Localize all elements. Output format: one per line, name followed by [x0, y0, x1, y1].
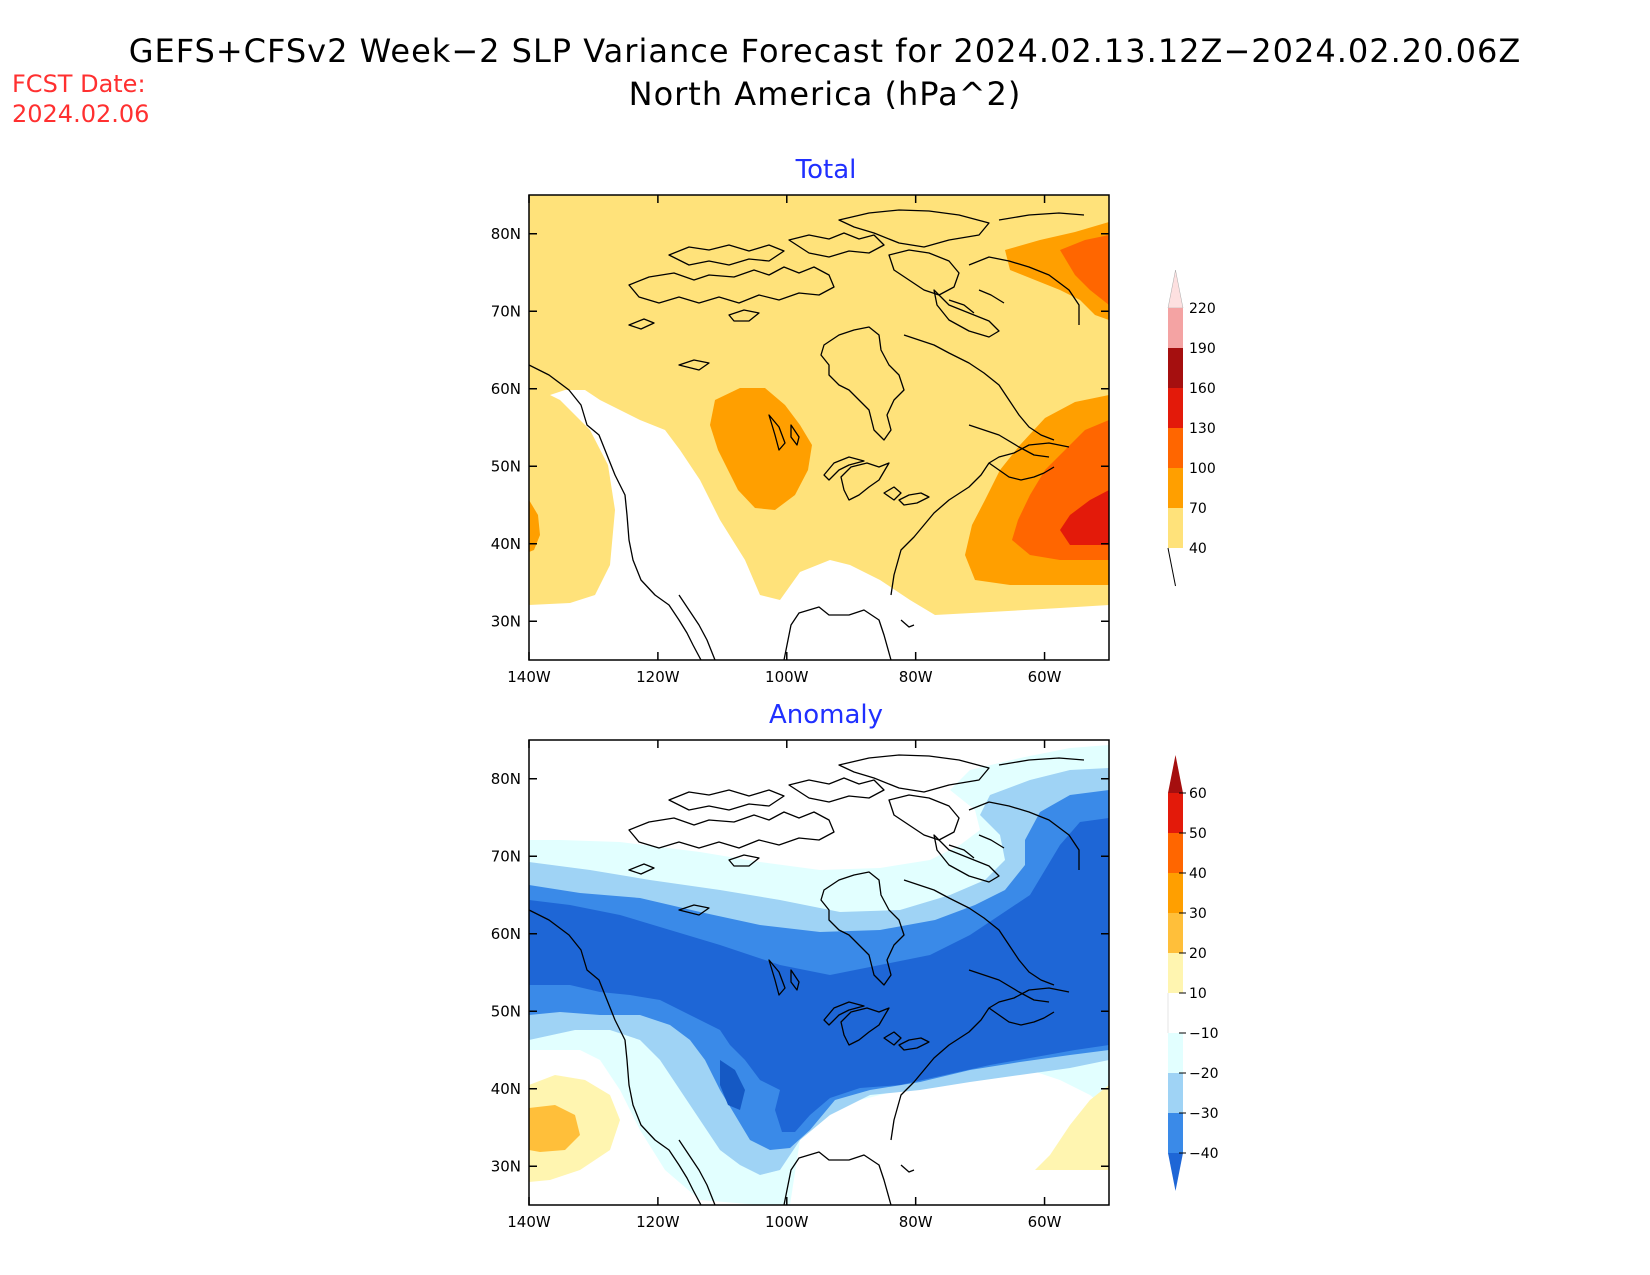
colorbar-label: 130	[1189, 421, 1216, 437]
main-title: GEFS+CFSv2 Week−2 SLP Variance Forecast …	[129, 32, 1522, 70]
contour-total-70-west	[529, 500, 540, 552]
colorbar-segment	[1168, 508, 1183, 548]
contour-total-100-greenland	[1060, 235, 1109, 305]
colorbar-label: 160	[1189, 381, 1216, 397]
colorbar-total: 220 190 160 130 100 70 40	[1167, 269, 1216, 587]
lon-tick-label: 80W	[899, 1213, 933, 1231]
colorbar-segment	[1168, 428, 1183, 468]
colorbar-segment	[1168, 913, 1183, 953]
lat-tick-label: 70N	[491, 302, 521, 320]
colorbar-segment	[1168, 308, 1183, 348]
colorbar-label: −40	[1189, 1146, 1219, 1162]
panel-title-anomaly: Anomaly	[769, 700, 883, 730]
colorbar-segment	[1168, 833, 1183, 873]
lat-tick-label: 40N	[491, 1080, 521, 1098]
colorbar-segment	[1168, 953, 1183, 993]
colorbar-bottom-arrow	[1168, 1153, 1183, 1191]
lon-tick-label: 120W	[636, 1213, 680, 1231]
map-frame-anomaly	[528, 739, 1110, 1206]
map-total	[529, 195, 1109, 660]
lat-tick-label: 80N	[491, 770, 521, 788]
lon-tick-label: 140W	[507, 1213, 551, 1231]
colorbar-bottom-arrow	[1167, 547, 1176, 587]
fcst-date-value: 2024.02.06	[12, 100, 149, 128]
colorbar-segment	[1168, 348, 1183, 388]
lon-tick-label: 60W	[1028, 668, 1062, 686]
colorbar-segment	[1168, 1033, 1183, 1073]
colorbar-label: 220	[1189, 301, 1216, 317]
colorbar-label: 50	[1189, 826, 1207, 842]
colorbar-label: 20	[1189, 946, 1207, 962]
lon-tick-label: 120W	[636, 668, 680, 686]
colorbar-segment	[1168, 873, 1183, 913]
panel-title-total: Total	[795, 155, 857, 185]
contour-anomaly-p10-east	[1035, 1085, 1109, 1170]
colorbar-label: 30	[1189, 906, 1207, 922]
colorbar-top-arrow	[1167, 269, 1184, 309]
colorbar-segment	[1168, 468, 1183, 508]
colorbar-label: 40	[1189, 866, 1207, 882]
colorbar-label: 190	[1189, 341, 1216, 357]
colorbar-segment	[1168, 1113, 1183, 1153]
colorbar-segment	[1168, 993, 1183, 1033]
colorbar-label: 100	[1189, 461, 1216, 477]
map-frame-total	[528, 194, 1110, 661]
contour-anomaly-core	[720, 1060, 745, 1110]
contour-anomaly-m40	[529, 818, 1109, 1132]
colorbar-segment	[1168, 1073, 1183, 1113]
lat-tick-label: 40N	[491, 535, 521, 553]
lon-tick-label: 100W	[765, 668, 809, 686]
lon-tick-label: 100W	[765, 1213, 809, 1231]
colorbar-label: 10	[1189, 986, 1207, 1002]
lon-ticks-total: 140W 120W 100W 80W 60W	[507, 195, 1062, 686]
colorbar-segment	[1168, 388, 1183, 428]
lat-ticks-total: 80N 70N 60N 50N 40N 30N	[491, 225, 1109, 630]
lat-tick-label: 70N	[491, 847, 521, 865]
contour-total-70-central	[710, 388, 812, 510]
lon-tick-label: 60W	[1028, 1213, 1062, 1231]
contour-total-130-east	[1060, 490, 1109, 545]
contour-total-40	[529, 195, 1109, 615]
colorbar-label: 40	[1189, 541, 1207, 557]
lat-tick-label: 80N	[491, 225, 521, 243]
lon-tick-label: 140W	[507, 668, 551, 686]
lat-tick-label: 60N	[491, 925, 521, 943]
lat-tick-label: 50N	[491, 1002, 521, 1020]
colorbar-anomaly: 60 50 40 30 20 10 −10 −20 −30 −40	[1167, 755, 1219, 1191]
lat-tick-label: 30N	[491, 1157, 521, 1175]
contour-anomaly-p20-west	[529, 1105, 580, 1152]
fcst-date-label: FCST Date:	[12, 70, 146, 98]
main-subtitle: North America (hPa^2)	[629, 75, 1022, 113]
lon-tick-label: 80W	[899, 668, 933, 686]
colorbar-label: −30	[1189, 1106, 1219, 1122]
colorbar-label: 70	[1189, 501, 1207, 517]
map-anomaly	[529, 740, 1109, 1205]
colorbar-label: 60	[1189, 786, 1207, 802]
colorbar-label: −10	[1189, 1026, 1219, 1042]
colorbar-label: −20	[1189, 1066, 1219, 1082]
colorbar-segment	[1168, 793, 1183, 833]
lat-ticks-anomaly: 80N 70N 60N 50N 40N 30N	[491, 770, 1109, 1175]
lat-tick-label: 60N	[491, 380, 521, 398]
lat-tick-label: 30N	[491, 612, 521, 630]
lat-tick-label: 50N	[491, 457, 521, 475]
lon-ticks-anomaly: 140W 120W 100W 80W 60W	[507, 740, 1062, 1231]
colorbar-top-arrow	[1168, 755, 1183, 793]
